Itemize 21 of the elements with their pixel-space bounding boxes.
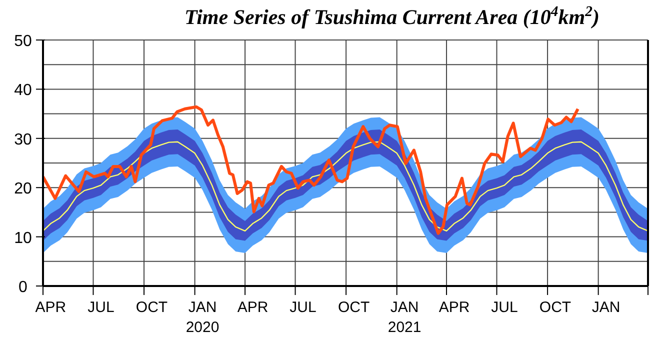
x-tick-label: JUL	[88, 299, 114, 316]
x-tick-label: JUL	[290, 299, 316, 316]
x-tick-label: JAN	[592, 299, 620, 316]
y-tick-label: 20	[14, 180, 32, 198]
x-tick-label: APR	[438, 299, 470, 316]
line-series	[43, 105, 580, 235]
y-tick-label: 50	[14, 33, 32, 50]
y-tick-label: 30	[14, 131, 32, 148]
y-tick-label: 10	[14, 230, 32, 247]
x-tick-label: APR	[237, 299, 268, 316]
x-tick-label: OCT	[539, 299, 572, 316]
chart-title: Time Series of Tsushima Current Area (10$^{4}$km$^{2}$)	[184, 4, 600, 29]
x-tick-label: OCT	[338, 299, 370, 316]
y-tick-label: 40	[14, 82, 32, 100]
x-tick-label: JUL	[491, 299, 518, 316]
x-tick-label: APR	[35, 299, 66, 316]
line-series	[43, 141, 648, 232]
x-tick-label: JAN 2020	[186, 299, 220, 336]
x-tick-label: OCT	[136, 299, 168, 316]
x-tick-label: JAN 2021	[388, 299, 422, 336]
y-tick-label: 0	[18, 279, 28, 296]
